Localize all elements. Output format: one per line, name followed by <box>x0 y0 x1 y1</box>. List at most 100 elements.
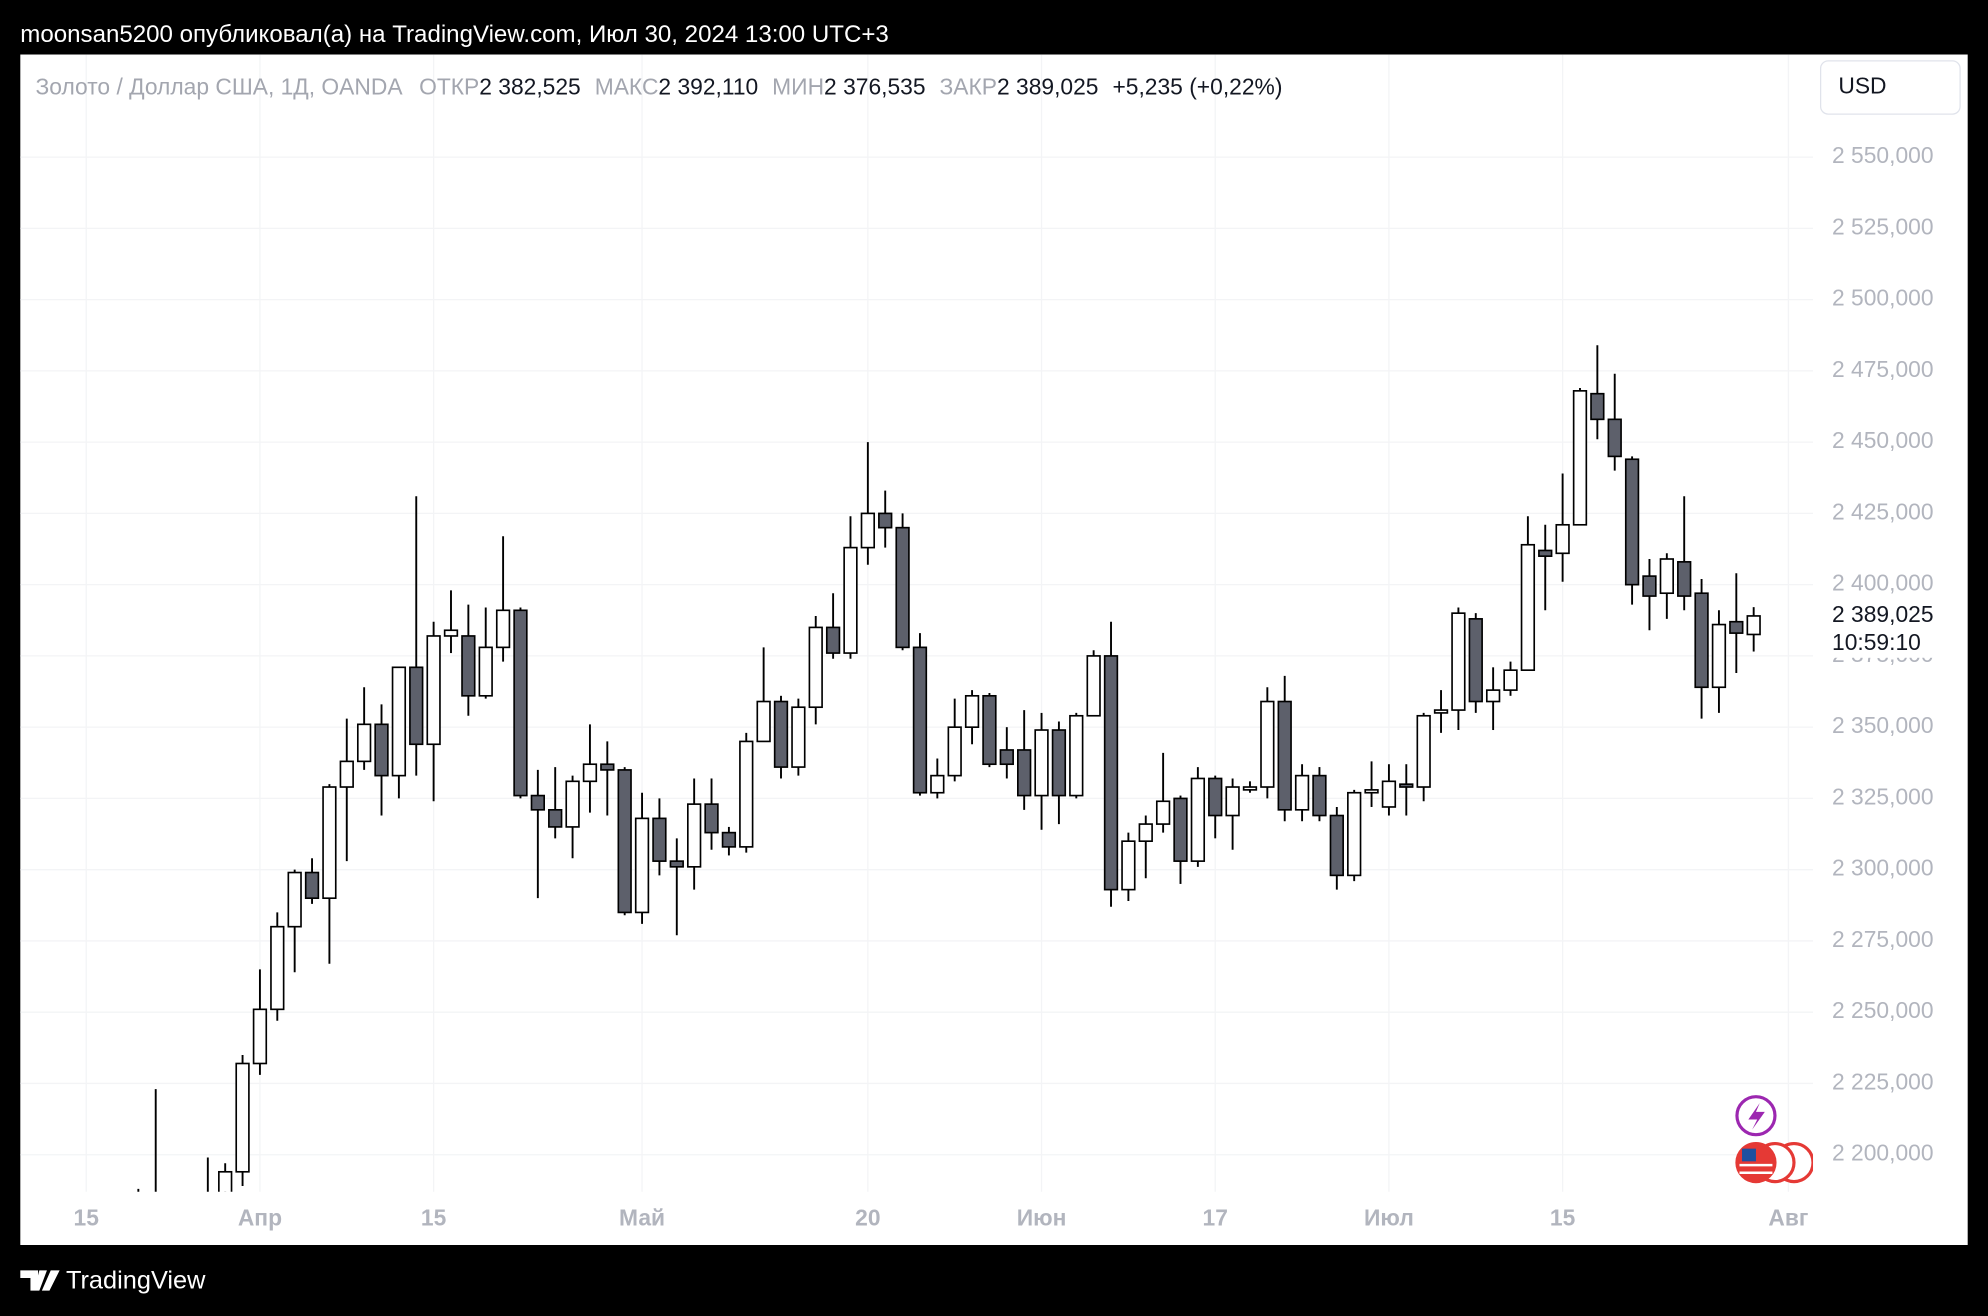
candle-body <box>235 1062 250 1173</box>
candle-body <box>999 749 1014 766</box>
legend-label: ЗАКР <box>940 74 997 100</box>
event-icons <box>1735 1095 1814 1184</box>
x-tick-label: Июн <box>1017 1205 1067 1231</box>
chart-title: moonsan5200 опубликовал(а) на TradingVie… <box>20 21 889 48</box>
y-tick-label: 2 550,000 <box>1832 142 1933 168</box>
x-tick-label: Авг <box>1768 1205 1808 1231</box>
candle-body <box>1416 714 1431 788</box>
candle-body <box>252 1008 268 1065</box>
candle-body <box>1208 777 1223 817</box>
candle-body <box>773 700 789 768</box>
candle-body <box>878 512 893 529</box>
candle-body <box>1520 543 1536 671</box>
candle-body <box>669 860 684 868</box>
x-tick-label: Июл <box>1364 1205 1414 1231</box>
candle-body <box>443 629 459 637</box>
candle-body <box>1138 823 1153 843</box>
candle-body <box>1555 523 1570 555</box>
legend-value: 2 389,025 <box>997 74 1099 100</box>
candle-body <box>1155 800 1171 825</box>
x-tick-label: 15 <box>74 1205 100 1231</box>
candle-body <box>964 694 980 728</box>
x-tick-label: 17 <box>1203 1205 1228 1231</box>
flag-icons <box>1735 1141 1814 1184</box>
candle-body <box>947 726 962 777</box>
candle-body <box>1485 689 1501 703</box>
legend-value: 2 382,525 <box>479 74 581 100</box>
candle-body <box>1069 714 1084 797</box>
y-tick-label: 2 300,000 <box>1832 855 1933 881</box>
candle-body <box>1503 669 1518 691</box>
candle-body <box>1624 458 1640 586</box>
change: +5,235 (+0,22%) <box>1112 74 1282 100</box>
x-tick-label: 15 <box>421 1205 447 1231</box>
y-tick-label: 2 500,000 <box>1832 285 1933 311</box>
candle-body <box>426 635 441 746</box>
candle-body <box>1086 655 1101 717</box>
candle-body <box>1433 709 1449 714</box>
candle-body <box>617 769 632 914</box>
x-tick-label: 15 <box>1550 1205 1576 1231</box>
candle-body <box>1347 791 1362 877</box>
candle-body <box>1294 774 1310 811</box>
currency[interactable]: USD <box>1838 73 1886 99</box>
y-tick-label: 2 450,000 <box>1832 427 1933 453</box>
candle-body <box>1677 561 1692 597</box>
candle-body <box>860 512 876 549</box>
candle-body <box>304 871 320 900</box>
candle-body <box>600 763 615 771</box>
y-tick-label: 2 475,000 <box>1832 356 1933 382</box>
candle-body <box>1746 615 1761 636</box>
y-tick-label: 2 400,000 <box>1832 570 1933 596</box>
y-tick-label: 2 325,000 <box>1832 783 1933 809</box>
x-tick-label: 20 <box>855 1205 880 1231</box>
candle-body <box>374 723 389 777</box>
x-tick-label: Май <box>619 1205 665 1231</box>
candle-body <box>1538 549 1553 557</box>
candle-body <box>287 871 302 928</box>
candle-body <box>825 626 841 654</box>
candle-body <box>409 666 424 746</box>
x-tick-label: Апр <box>238 1205 282 1231</box>
currency-button[interactable] <box>1819 60 1961 115</box>
candle-body <box>478 646 493 697</box>
brand: TradingView <box>20 1266 206 1294</box>
candle-body <box>339 760 354 788</box>
candle-body <box>634 817 650 914</box>
candle-body <box>565 780 580 828</box>
candle-body <box>1399 783 1414 788</box>
flag-canton <box>1742 1148 1756 1162</box>
legend-value: 2 376,535 <box>824 74 926 100</box>
symbol: Золото / Доллар США, 1Д, OANDA <box>36 74 404 100</box>
candle-body <box>548 809 563 828</box>
candle-body <box>1729 620 1744 634</box>
candle-body <box>1242 786 1258 791</box>
candle-body <box>756 700 771 743</box>
y-tick-label: 2 525,000 <box>1832 213 1933 239</box>
y-tick-label: 2 225,000 <box>1832 1068 1933 1094</box>
legend-label: ОТКР <box>419 74 479 100</box>
candle-body <box>721 831 737 848</box>
candle-body <box>1225 786 1240 817</box>
candle-body <box>1173 797 1188 862</box>
candle-body <box>1051 729 1067 797</box>
candle-body <box>1711 623 1727 689</box>
y-tick-label: 2 275,000 <box>1832 926 1933 952</box>
countdown: 10:59:10 <box>1832 629 1921 655</box>
candles <box>137 345 1761 1192</box>
grid <box>20 54 1814 1192</box>
candle-body <box>1694 592 1709 689</box>
candle-body <box>1103 655 1119 891</box>
y-tick-label: 2 200,000 <box>1832 1140 1933 1166</box>
candle-body <box>895 526 910 649</box>
candle-body <box>218 1170 233 1192</box>
candle-body <box>270 925 285 1011</box>
candle-body <box>461 635 476 697</box>
ohlc-legend: Золото / Доллар США, 1Д, OANDA ОТКР2 382… <box>36 74 1283 100</box>
last-price-label: 2 389,025 <box>1832 601 1933 627</box>
candle-body <box>652 817 667 862</box>
legend-label: МАКС <box>595 74 659 100</box>
candle-body <box>356 723 372 763</box>
candle-body <box>912 646 928 794</box>
